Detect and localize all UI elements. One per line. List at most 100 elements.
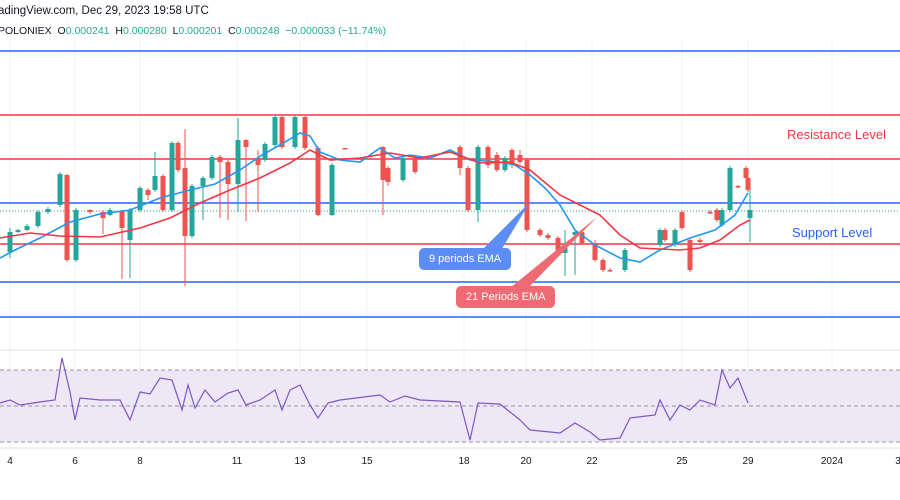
support-level-label: Support Level <box>792 225 873 240</box>
bearish-candle <box>735 186 741 188</box>
bearish-candle <box>64 175 70 260</box>
bearish-candle <box>545 235 551 238</box>
ema9-line <box>0 132 749 263</box>
bullish-candle <box>7 232 13 252</box>
bearish-candle <box>579 232 585 243</box>
bullish-candle <box>747 210 753 218</box>
high-value: 0.000280 <box>122 25 167 37</box>
open-value: 0.000241 <box>65 25 110 37</box>
bearish-candle <box>255 158 261 165</box>
bearish-candle <box>302 117 308 148</box>
bullish-candle <box>24 226 30 230</box>
bullish-candle <box>262 144 268 160</box>
bearish-candle <box>485 147 491 165</box>
bearish-candle <box>555 238 561 253</box>
bearish-candle <box>679 212 685 228</box>
bearish-candle <box>537 230 543 235</box>
bullish-candle <box>73 210 79 260</box>
bearish-candle <box>100 212 106 218</box>
low-value: 0.000201 <box>178 25 223 37</box>
resistance-level-label: Resistance Level <box>787 127 886 142</box>
time-axis-tick: 3 <box>895 456 900 467</box>
bullish-candle <box>719 210 725 225</box>
bearish-candle <box>225 162 231 184</box>
bearish-candle <box>182 168 188 236</box>
bearish-candle <box>465 168 471 210</box>
time-axis-tick: 29 <box>742 456 754 467</box>
bearish-candle <box>509 150 515 165</box>
bearish-candle <box>607 270 613 272</box>
bearish-candle <box>385 168 391 182</box>
bullish-candle <box>475 147 481 210</box>
bearish-candle <box>160 176 166 210</box>
bullish-candle <box>400 158 406 180</box>
bearish-candle <box>697 240 703 242</box>
close-value: 0.000248 <box>235 25 280 37</box>
rsi-line <box>0 357 749 441</box>
low-label: L <box>172 25 179 37</box>
bullish-candle <box>292 117 298 147</box>
bearish-candle <box>315 148 321 215</box>
bearish-candle <box>707 212 713 214</box>
bearish-candle <box>380 147 386 180</box>
bearish-candle <box>687 240 693 270</box>
bullish-candle <box>235 140 241 184</box>
bullish-candle <box>562 248 568 253</box>
time-axis-tick: 20 <box>520 456 532 467</box>
bearish-candle <box>457 147 463 168</box>
bearish-candle <box>412 158 418 172</box>
bearish-candle <box>243 140 249 147</box>
time-axis-tick: 18 <box>458 456 470 467</box>
bullish-candle <box>272 117 278 145</box>
bullish-candle <box>45 209 51 212</box>
time-axis-tick: 4 <box>7 456 13 467</box>
bearish-candle <box>714 210 720 220</box>
bullish-candle <box>200 178 206 186</box>
bullish-candle <box>329 165 335 215</box>
bullish-candle <box>657 230 663 245</box>
bearish-candle <box>119 211 125 228</box>
bearish-candle <box>592 243 598 260</box>
chart-source-line: adingView.com, Dec 29, 2023 19:58 UTC <box>0 5 209 17</box>
symbol: POLONIEX <box>0 25 52 37</box>
bearish-candle <box>342 148 348 150</box>
bearish-candle <box>524 160 530 230</box>
time-axis-tick: 8 <box>137 456 143 467</box>
bullish-candle <box>502 158 508 170</box>
time-axis-tick: 11 <box>231 456 243 467</box>
bullish-candle <box>35 212 41 226</box>
ema21-line <box>0 149 751 251</box>
bullish-candle <box>15 230 21 232</box>
bearish-candle <box>743 168 749 178</box>
bearish-candle <box>145 190 151 195</box>
bearish-candle <box>745 178 751 190</box>
bullish-candle <box>169 143 175 210</box>
time-axis-tick: 25 <box>676 456 688 467</box>
ohlc-legend: POLONIEX O0.000241 H0.000280 L0.000201 C… <box>0 25 386 37</box>
high-label: H <box>115 25 123 37</box>
bearish-candle <box>175 143 181 170</box>
bullish-candle <box>622 250 628 270</box>
ema21-callout: 21 Periods EMA <box>456 286 556 308</box>
bearish-candle <box>662 230 668 240</box>
bearish-candle <box>217 157 223 162</box>
ema9-callout-pointer <box>480 202 530 252</box>
bearish-candle <box>517 155 523 162</box>
bearish-candle <box>600 260 606 270</box>
bullish-candle <box>572 232 578 235</box>
bullish-candle <box>127 210 133 240</box>
ema9-callout: 9 periods EMA <box>419 248 512 270</box>
time-axis-tick: 2024 <box>820 456 844 467</box>
time-axis-tick: 6 <box>72 456 78 467</box>
change-value: −0.000033 (−11.74%) <box>285 25 387 37</box>
time-axis-tick: 22 <box>586 456 598 467</box>
bullish-candle <box>57 174 63 205</box>
bearish-candle <box>87 210 93 212</box>
time-axis-tick: 13 <box>294 456 306 467</box>
bullish-candle <box>189 186 195 236</box>
bullish-candle <box>137 188 143 210</box>
bullish-candle <box>672 230 678 245</box>
close-label: C <box>228 25 236 37</box>
open-label: O <box>57 25 66 37</box>
